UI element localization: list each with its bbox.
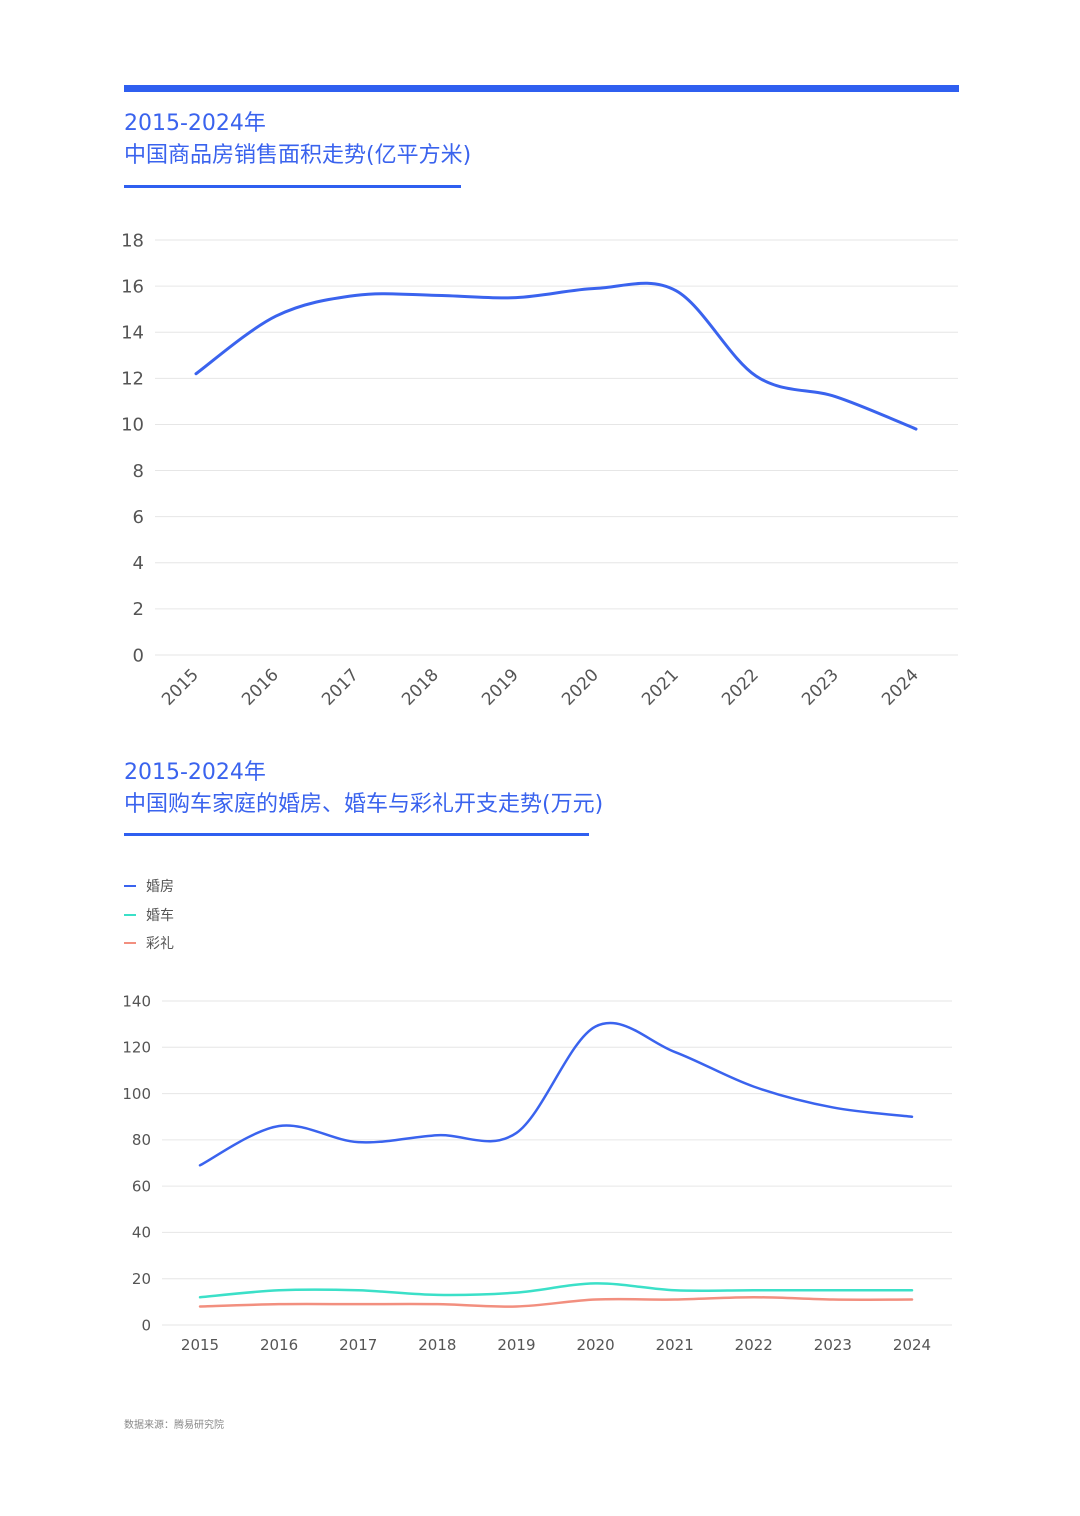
x-tick-label: 2015 bbox=[158, 665, 203, 710]
chart1-title-underline bbox=[124, 185, 461, 188]
series-line-3 bbox=[198, 1295, 914, 1308]
y-tick-label: 60 bbox=[132, 1177, 151, 1195]
chart2-legend: 婚房 婚车 彩礼 bbox=[124, 872, 174, 958]
x-tick-label: 2016 bbox=[238, 665, 283, 710]
y-tick-label: 80 bbox=[132, 1131, 151, 1149]
legend-label-hunfang: 婚房 bbox=[146, 879, 174, 896]
x-tick-label: 2024 bbox=[893, 1336, 931, 1354]
top-accent-bar bbox=[124, 85, 959, 92]
x-tick-label: 2019 bbox=[478, 665, 523, 710]
y-tick-label: 40 bbox=[132, 1224, 151, 1242]
chart1-title-line2: 中国商品房销售面积走势(亿平方米) bbox=[124, 143, 472, 168]
x-tick-label: 2022 bbox=[735, 1336, 773, 1354]
x-tick-label: 2022 bbox=[718, 665, 763, 710]
x-tick-label: 2021 bbox=[656, 1336, 694, 1354]
y-tick-label: 8 bbox=[133, 461, 144, 482]
y-tick-label: 2 bbox=[133, 599, 144, 620]
y-tick-label: 4 bbox=[133, 553, 144, 574]
x-tick-label: 2024 bbox=[878, 665, 923, 710]
x-tick-label: 2017 bbox=[318, 665, 363, 710]
y-tick-label: 10 bbox=[121, 415, 144, 436]
x-tick-label: 2017 bbox=[339, 1336, 377, 1354]
y-tick-label: 0 bbox=[141, 1316, 151, 1334]
legend-label-caili: 彩礼 bbox=[146, 936, 174, 953]
y-tick-label: 100 bbox=[122, 1085, 151, 1103]
legend-item-hunche: 婚车 bbox=[124, 901, 174, 930]
x-tick-label: 2019 bbox=[497, 1336, 535, 1354]
y-tick-label: 20 bbox=[132, 1270, 151, 1288]
x-tick-label: 2018 bbox=[398, 665, 443, 710]
chart1-title: 2015-2024年 中国商品房销售面积走势(亿平方米) bbox=[124, 108, 471, 172]
x-tick-label: 2020 bbox=[558, 665, 603, 710]
chart2-title-underline bbox=[124, 833, 589, 836]
y-tick-label: 14 bbox=[121, 323, 144, 344]
x-tick-label: 2016 bbox=[260, 1336, 298, 1354]
chart2-title-line2: 中国购车家庭的婚房、婚车与彩礼开支走势(万元) bbox=[124, 792, 604, 817]
y-tick-label: 12 bbox=[121, 369, 144, 390]
chart2-title: 2015-2024年 中国购车家庭的婚房、婚车与彩礼开支走势(万元) bbox=[124, 757, 603, 821]
legend-item-hunfang: 婚房 bbox=[124, 872, 174, 901]
data-source: 数据来源：腾易研究院 bbox=[124, 1420, 224, 1431]
y-tick-label: 16 bbox=[121, 276, 144, 297]
legend-swatch-hunche bbox=[124, 913, 136, 916]
x-tick-label: 2020 bbox=[576, 1336, 614, 1354]
legend-item-caili: 彩礼 bbox=[124, 929, 174, 958]
y-tick-label: 120 bbox=[122, 1039, 151, 1057]
y-tick-label: 6 bbox=[133, 507, 144, 528]
chart1-svg: 0 2 4 6 8 10 12 14 16 18 2015 2016 2017 2018 2019 2020 2… bbox=[121, 230, 958, 710]
legend-swatch-hunfang bbox=[124, 885, 136, 888]
chart1-title-line1: 2015-2024年 bbox=[124, 111, 266, 136]
series-line bbox=[194, 281, 918, 431]
chart2-svg: 0 20 40 60 80 100 120 140 2015 2016 2017 2018 2019 20… bbox=[122, 992, 952, 1354]
x-tick-label: 2023 bbox=[798, 665, 843, 710]
y-tick-label: 140 bbox=[122, 992, 151, 1010]
series-line-1 bbox=[198, 1021, 914, 1167]
chart2-title-line1: 2015-2024年 bbox=[124, 760, 266, 785]
y-tick-label: 18 bbox=[121, 230, 144, 251]
legend-label-hunche: 婚车 bbox=[146, 907, 174, 924]
x-tick-label: 2015 bbox=[181, 1336, 219, 1354]
series-line-2 bbox=[198, 1282, 914, 1299]
y-tick-label: 0 bbox=[133, 645, 144, 666]
x-tick-label: 2021 bbox=[638, 665, 683, 710]
x-tick-label: 2023 bbox=[814, 1336, 852, 1354]
x-tick-label: 2018 bbox=[418, 1336, 456, 1354]
legend-swatch-caili bbox=[124, 942, 136, 945]
